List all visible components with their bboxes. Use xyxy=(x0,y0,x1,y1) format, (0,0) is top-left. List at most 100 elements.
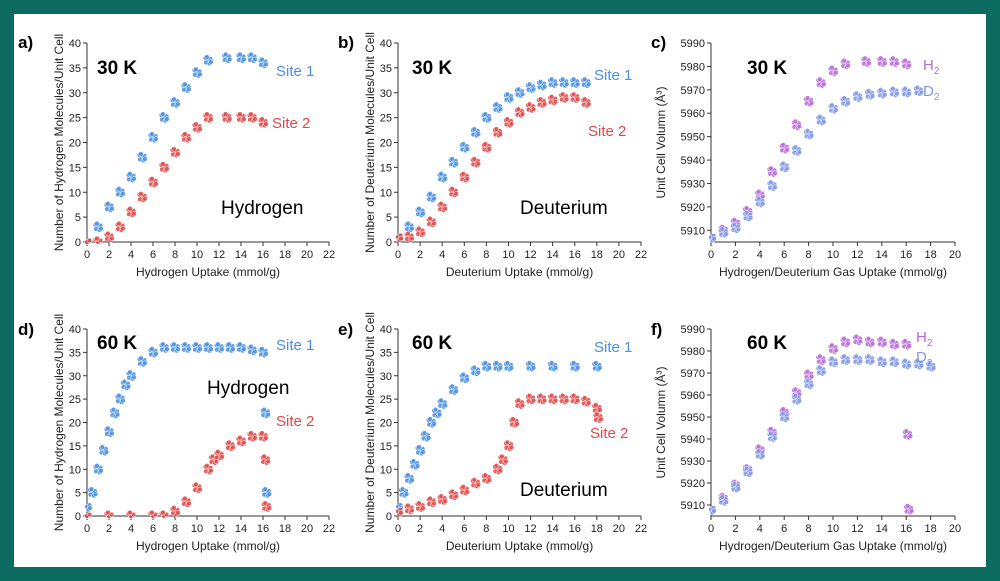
data-point xyxy=(530,86,537,92)
data-point xyxy=(114,412,121,418)
data-point xyxy=(263,351,269,357)
y-tick-label: 30 xyxy=(69,371,81,383)
data-point xyxy=(182,131,188,137)
y-tick-label: 5960 xyxy=(681,108,705,120)
data-point xyxy=(252,56,258,63)
data-point xyxy=(416,225,422,232)
y-tick-label: 5980 xyxy=(681,346,705,358)
y-tick-label: 20 xyxy=(380,418,392,430)
temperature-label: 60 K xyxy=(97,333,137,354)
data-point xyxy=(772,170,778,176)
data-point xyxy=(142,360,148,366)
data-point xyxy=(230,444,236,451)
series-h xyxy=(708,55,912,243)
data-point xyxy=(853,353,860,359)
data-point xyxy=(869,358,876,364)
data-point xyxy=(560,91,566,97)
data-point xyxy=(460,371,466,378)
data-point xyxy=(420,230,426,237)
data-point xyxy=(560,76,566,82)
data-point xyxy=(894,91,900,97)
series-label-subscript: 2 xyxy=(927,338,933,349)
data-point xyxy=(442,176,448,182)
data-point xyxy=(431,421,437,427)
data-point xyxy=(204,341,210,347)
data-point xyxy=(230,346,236,352)
data-point xyxy=(442,498,448,504)
y-tick-label: 5940 xyxy=(681,434,705,446)
x-tick-label: 22 xyxy=(635,249,647,261)
data-point xyxy=(756,443,762,450)
data-point xyxy=(237,51,243,58)
data-point xyxy=(438,397,444,403)
data-point xyxy=(204,111,210,117)
x-tick-label: 10 xyxy=(502,523,514,535)
data-point xyxy=(878,87,884,93)
series-site-2 xyxy=(395,91,592,243)
x-tick-label: 10 xyxy=(827,523,839,535)
data-point xyxy=(792,118,799,125)
data-point xyxy=(405,230,411,237)
data-point xyxy=(904,503,911,509)
data-point xyxy=(571,392,577,399)
data-point xyxy=(784,147,790,153)
data-point xyxy=(906,363,912,369)
y-tick-label: 40 xyxy=(380,38,392,50)
data-point xyxy=(138,355,144,361)
data-point xyxy=(582,76,588,82)
data-point xyxy=(882,60,888,66)
data-point xyxy=(105,201,111,207)
data-point xyxy=(116,392,122,399)
data-point xyxy=(560,392,566,399)
data-point xyxy=(92,491,99,497)
data-point xyxy=(853,333,860,340)
data-point xyxy=(261,407,267,413)
data-point xyxy=(902,57,908,64)
data-point xyxy=(930,365,937,371)
data-point xyxy=(784,415,790,422)
y-tick-label: 40 xyxy=(69,38,81,50)
data-point xyxy=(571,360,577,366)
temperature-label: 30 K xyxy=(747,58,787,79)
data-point xyxy=(259,116,265,122)
panel-c: 0 2 4 6 8 10 12 14 16 18 20 5910 5920 5930 5940 5950 596… xyxy=(651,33,961,279)
data-point xyxy=(503,458,509,465)
data-point xyxy=(431,220,437,227)
x-tick-label: 12 xyxy=(851,523,863,535)
x-tick-label: 18 xyxy=(591,249,603,261)
data-point xyxy=(756,189,762,195)
data-point xyxy=(262,500,268,506)
data-point xyxy=(493,126,500,132)
data-point xyxy=(197,486,203,493)
data-point xyxy=(723,231,729,237)
panel-e: 0 2 4 6 8 10 12 14 16 18 20 22 0 5 10 15 20 25 30 35 40 Deute… xyxy=(338,312,647,553)
data-point xyxy=(526,392,533,399)
data-point xyxy=(519,91,526,97)
data-point xyxy=(784,165,790,172)
data-point xyxy=(482,472,489,478)
data-point xyxy=(226,439,232,446)
data-point xyxy=(796,123,803,130)
data-point xyxy=(153,136,159,142)
data-point xyxy=(586,81,592,87)
x-tick-label: 4 xyxy=(757,523,763,535)
data-point xyxy=(263,61,269,68)
data-point xyxy=(186,86,192,92)
panel-letter-label: f) xyxy=(651,320,662,339)
data-point xyxy=(182,81,188,87)
data-point xyxy=(252,116,258,122)
data-point xyxy=(464,376,470,383)
data-point xyxy=(582,395,588,401)
data-point xyxy=(882,341,888,347)
y-tick-label: 10 xyxy=(380,464,392,476)
data-point xyxy=(552,365,559,371)
data-point xyxy=(153,181,159,187)
x-tick-label: 12 xyxy=(524,523,536,535)
data-point xyxy=(598,416,604,422)
y-tick-label: 5960 xyxy=(681,390,705,402)
data-point xyxy=(409,225,415,232)
data-point xyxy=(116,220,122,227)
data-point xyxy=(241,56,247,63)
data-point xyxy=(575,397,581,404)
y-axis-label: Unit Cell Volumn (Å³) xyxy=(653,366,668,478)
